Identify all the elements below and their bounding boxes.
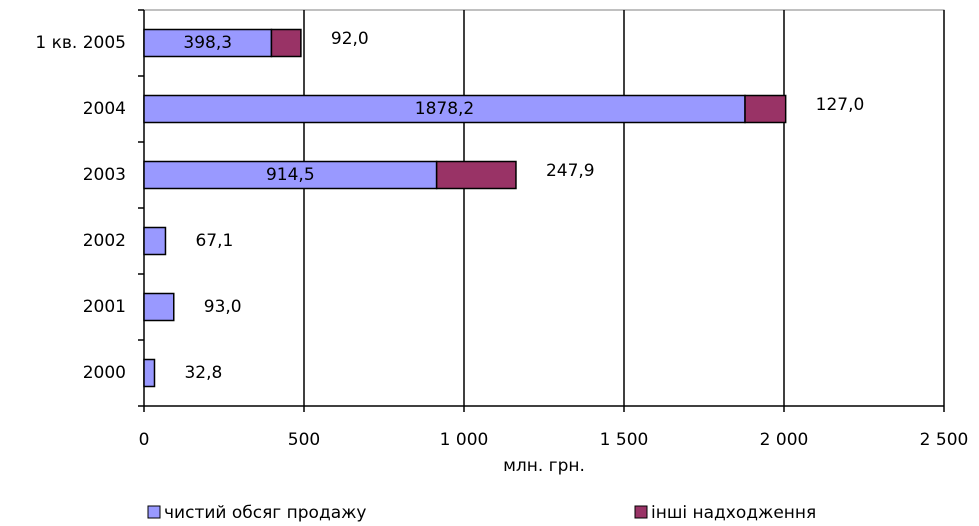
y-tick-label: 2003 xyxy=(83,165,126,185)
data-label: 247,9 xyxy=(546,161,595,181)
y-tick-label: 2002 xyxy=(83,231,126,251)
data-label: 914,5 xyxy=(266,165,315,185)
y-tick-label: 2004 xyxy=(83,99,126,119)
x-axis-title: млн. грн. xyxy=(503,456,585,476)
legend-swatch xyxy=(147,505,161,519)
y-tick-label: 1 кв. 2005 xyxy=(35,33,126,53)
bar-segment xyxy=(143,160,438,190)
x-tick-label: 1 500 xyxy=(600,430,649,450)
legend-swatch xyxy=(634,505,648,519)
data-label: 67,1 xyxy=(195,231,233,251)
x-tick-label: 0 xyxy=(139,430,150,450)
x-tick-label: 2 000 xyxy=(760,430,809,450)
bar-segment xyxy=(143,358,156,388)
bar-segment xyxy=(435,160,517,190)
bar-segment xyxy=(143,28,273,58)
plot-border xyxy=(143,9,945,407)
bar-segment xyxy=(143,94,746,124)
data-label: 398,3 xyxy=(183,33,232,53)
x-tick-label: 2 500 xyxy=(920,430,969,450)
legend-label: інші надходження xyxy=(651,503,816,523)
data-label: 92,0 xyxy=(331,29,369,49)
x-tick-label: 1 000 xyxy=(440,430,489,450)
y-tick-label: 2001 xyxy=(83,297,126,317)
bar-segment xyxy=(143,226,167,256)
x-tick-label: 500 xyxy=(288,430,320,450)
y-tick-label: 2000 xyxy=(83,363,126,383)
bar-segment xyxy=(143,292,175,322)
data-label: 127,0 xyxy=(816,95,865,115)
bar-segment xyxy=(270,28,302,58)
legend-label: чистий обсяг продажу xyxy=(164,503,367,523)
data-label: 1878,2 xyxy=(415,99,474,119)
data-label: 32,8 xyxy=(184,363,222,383)
bar-segment xyxy=(744,94,787,124)
data-label: 93,0 xyxy=(204,297,242,317)
